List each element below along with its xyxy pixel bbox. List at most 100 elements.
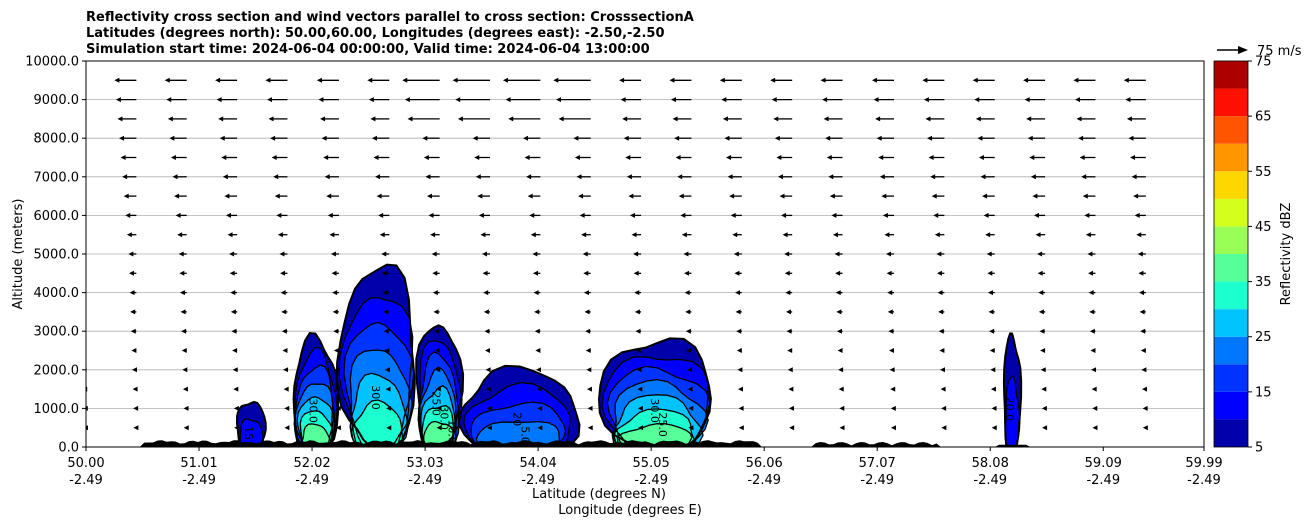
- wind-vector-head: [282, 348, 288, 353]
- wind-vector-head: [879, 174, 885, 180]
- wind-vector-head: [532, 270, 538, 276]
- wind-vector-head: [523, 135, 529, 141]
- wind-vector-head: [215, 77, 221, 83]
- wind-vector-head: [972, 77, 978, 83]
- wind-vector-head: [130, 328, 136, 334]
- wind-vector-head: [776, 155, 782, 160]
- wind-vector-head: [1142, 425, 1148, 431]
- x-tick-label-longitude: -2.49: [1187, 473, 1221, 488]
- wind-vector-head: [978, 155, 984, 160]
- wind-vector-head: [974, 97, 980, 103]
- wind-vector-head: [534, 309, 540, 315]
- colorbar-tick-label: 5: [1255, 441, 1263, 456]
- wind-vector-head: [128, 251, 134, 257]
- x-tick-label-latitude: 57.07: [859, 456, 896, 471]
- wind-vector-head: [381, 270, 387, 276]
- contour-label: 25.0: [656, 412, 669, 437]
- chart-subtitle-times: Simulation start time: 2024-06-04 00:00:…: [86, 42, 650, 57]
- wind-vector-head: [1081, 174, 1087, 180]
- wind-vector-head: [1088, 290, 1094, 296]
- wind-vector-head: [987, 290, 993, 296]
- wind-vector-head: [183, 425, 189, 431]
- wind-vector-head: [732, 232, 738, 238]
- wind-vector-head: [431, 251, 437, 257]
- wind-vector-head: [674, 135, 680, 141]
- colorbar-tick-label: 25: [1255, 330, 1272, 345]
- wind-vector-head: [1137, 251, 1143, 257]
- wind-vector-head: [371, 135, 377, 141]
- wind-vector-head: [526, 174, 532, 180]
- wind-vector-head: [386, 425, 392, 431]
- wind-vector-head: [180, 309, 186, 315]
- wind-vector-head: [834, 251, 840, 257]
- wind-vector-head: [1038, 290, 1044, 296]
- wind-vector-head: [375, 174, 381, 180]
- wind-vector-head: [986, 251, 992, 257]
- wind-vector-head: [1131, 174, 1137, 180]
- colorbar-tick-label: 75: [1255, 55, 1272, 70]
- wind-vector-head: [452, 77, 458, 83]
- colorbar-segment: [1214, 116, 1248, 144]
- wind-vector-head: [219, 135, 225, 141]
- colorbar-segment: [1214, 419, 1248, 447]
- wind-vector-head: [70, 155, 75, 160]
- wind-vector-head: [76, 232, 81, 237]
- wind-vector-head: [669, 77, 675, 83]
- wind-vector-head: [487, 425, 493, 431]
- wind-vector-head: [1027, 135, 1033, 141]
- y-tick-label: 6000.0: [34, 209, 80, 224]
- wind-vector-head: [457, 116, 463, 122]
- wind-vector-head: [684, 290, 690, 296]
- wind-vector-head: [675, 155, 681, 160]
- colorbar-segment: [1214, 198, 1248, 227]
- chart-title: Reflectivity cross section and wind vect…: [86, 10, 694, 25]
- x-tick-label-latitude: 54.04: [520, 456, 557, 471]
- wind-vector-head: [231, 328, 237, 334]
- wind-vector-head: [838, 367, 844, 373]
- contour-label: 30.0: [648, 398, 661, 423]
- wind-vector-head: [628, 193, 634, 199]
- wind-vector-head: [1089, 309, 1095, 315]
- wind-vector-head: [381, 251, 387, 257]
- wind-vector-head: [425, 174, 431, 180]
- wind-vector-head: [1041, 405, 1047, 411]
- wind-vector-head: [990, 386, 996, 392]
- y-tick-label: 8000.0: [34, 132, 80, 147]
- wind-vector-head: [881, 193, 887, 199]
- wind-vector-head: [1092, 425, 1098, 431]
- wind-vector-head: [635, 328, 641, 334]
- colorbar-segment: [1214, 171, 1248, 199]
- y-tick-label: 4000.0: [34, 286, 80, 301]
- wind-vector-head: [1092, 405, 1098, 411]
- wind-vector-head: [1035, 232, 1041, 238]
- wind-vector-head: [688, 405, 694, 411]
- wind-vector-head: [508, 116, 514, 122]
- colorbar-segment: [1214, 61, 1248, 89]
- wind-vector-head: [839, 425, 845, 431]
- wind-vector-head: [1084, 212, 1090, 218]
- wind-vector-head: [677, 174, 683, 180]
- wind-vector-head: [370, 116, 376, 122]
- wind-vector-head: [475, 174, 481, 180]
- colorbar-segment: [1214, 309, 1248, 337]
- wind-vector-head: [383, 328, 389, 334]
- wind-vector-head: [379, 232, 385, 238]
- wind-vector-head: [131, 367, 137, 373]
- wind-vector-head: [174, 193, 180, 199]
- wind-vector-head: [1134, 212, 1140, 218]
- wind-vector-head: [933, 212, 939, 218]
- wind-vector-head: [1040, 348, 1046, 353]
- wind-vector-head: [573, 135, 579, 141]
- wind-vector-head: [1079, 155, 1085, 160]
- wind-vector-head: [722, 116, 728, 122]
- y-tick-label: 9000.0: [34, 93, 80, 108]
- wind-vector-head: [1091, 386, 1097, 392]
- wind-vector-head: [232, 348, 238, 353]
- wind-vector-head: [1075, 97, 1081, 103]
- wind-vector-head: [889, 348, 895, 353]
- wind-vector-head: [432, 270, 438, 276]
- wind-vector-head: [788, 386, 794, 392]
- wind-vector-head: [636, 367, 642, 373]
- wind-vector-head: [638, 425, 644, 431]
- wind-vector-head: [1029, 155, 1035, 160]
